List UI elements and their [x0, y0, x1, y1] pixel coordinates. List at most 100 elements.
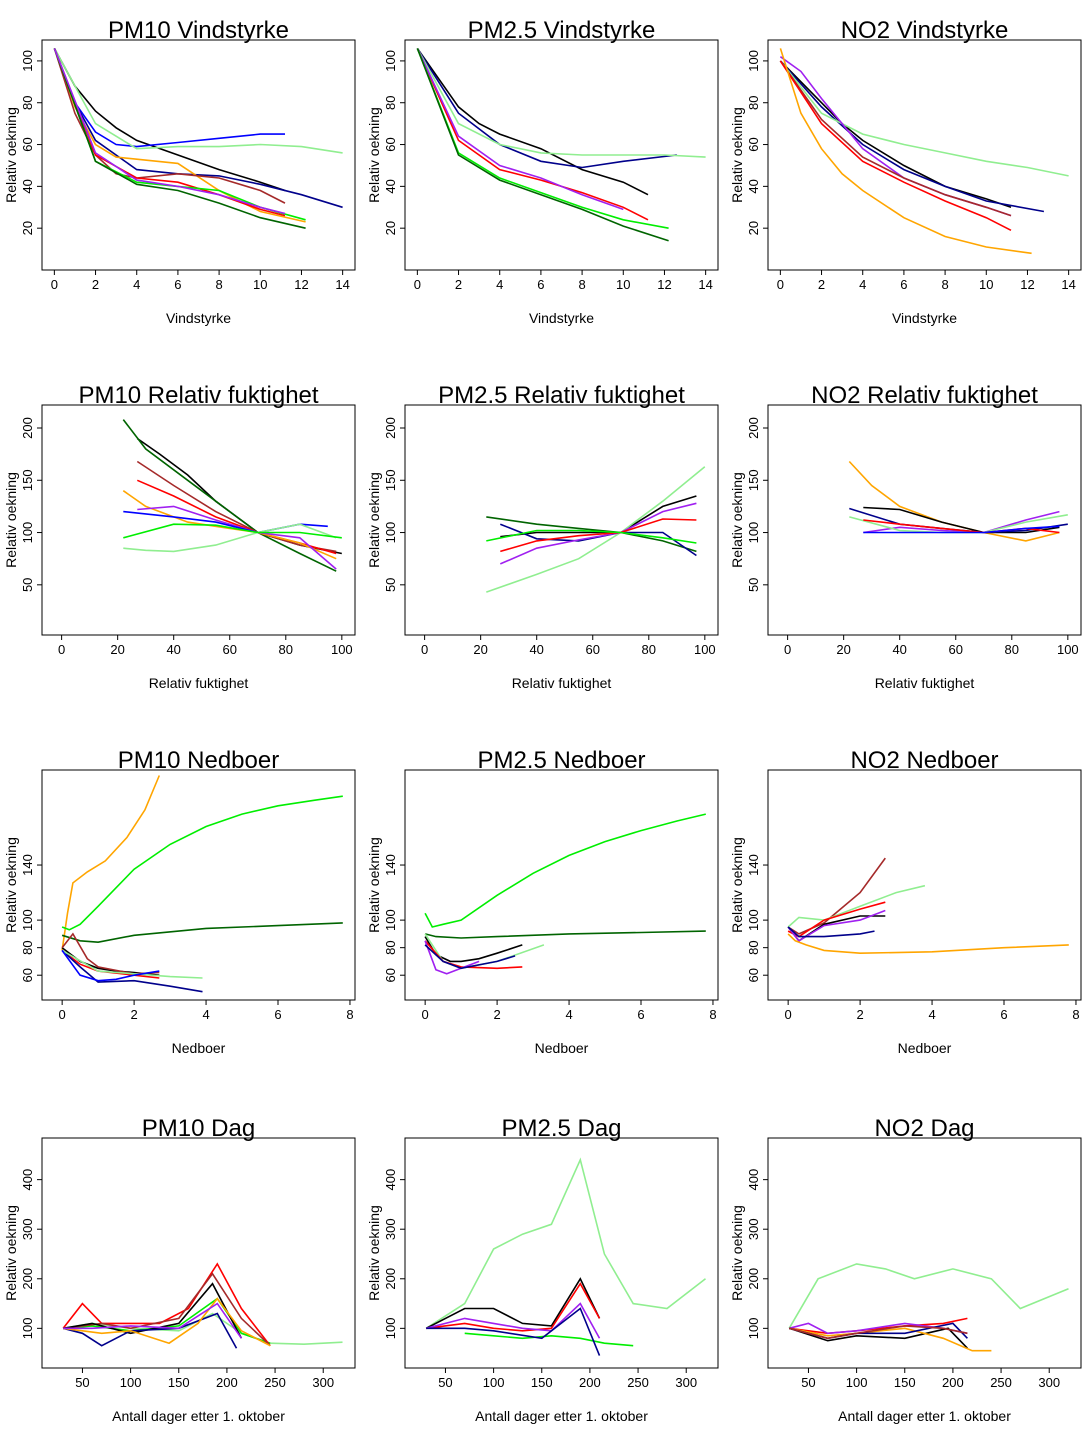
data-line	[789, 1317, 968, 1335]
data-line	[416, 47, 677, 169]
y-tick-label: 20	[20, 221, 35, 235]
x-tick-label: 100	[1057, 642, 1079, 657]
plot-box	[41, 39, 356, 271]
x-tick-label: 0	[784, 642, 791, 657]
plot-box	[404, 769, 719, 1001]
x-tick-label: 4	[859, 277, 866, 292]
panel: 0 2 4 6 8 10 12 14 20 40 60 80 100 PM2.5 Vindstyrke Vi…	[366, 17, 719, 326]
y-tick-label: 60	[746, 968, 761, 982]
x-tick-label: 6	[174, 277, 181, 292]
y-axis-label: Relativ oekning	[729, 837, 745, 933]
data-line	[53, 48, 343, 209]
data-line	[61, 949, 203, 993]
y-tick-label: 60	[383, 137, 398, 151]
chart-title: NO2 Nedboer	[850, 747, 998, 774]
x-tick-label: 14	[1061, 277, 1075, 292]
data-line	[62, 1312, 238, 1349]
data-line	[486, 466, 706, 593]
data-line	[486, 516, 697, 553]
x-tick-label: 250	[627, 1375, 649, 1390]
lines	[848, 460, 1068, 542]
y-tick-label: 40	[20, 179, 35, 193]
x-tick-label: 0	[51, 277, 58, 292]
y-tick-label: 50	[383, 578, 398, 592]
x-tick-label: 200	[942, 1375, 964, 1390]
y-axis-label: Relativ oekning	[729, 472, 745, 568]
x-tick-label: 60	[223, 642, 237, 657]
y-axis-label: Relativ oekning	[729, 107, 745, 203]
y-tick-label: 100	[383, 1317, 398, 1339]
x-tick-label: 8	[215, 277, 222, 292]
x-axis-label: Vindstyrke	[892, 310, 957, 326]
y-tick-label: 40	[383, 179, 398, 193]
x-tick-label: 8	[578, 277, 585, 292]
chart-title: NO2 Relativ fuktighet	[811, 382, 1038, 409]
data-line	[63, 1302, 243, 1339]
panel: 50 100 150 200 250 300 100 200 300 400 PM10 Dag Ant…	[3, 1115, 356, 1424]
chart-title: NO2 Vindstyrke	[841, 17, 1009, 44]
data-line	[123, 523, 342, 539]
x-tick-label: 2	[493, 1007, 500, 1022]
x-axis-label: Nedboer	[535, 1040, 589, 1056]
panel: 0 20 40 60 80 100 50 100 150 200 PM10 Relativ fukt…	[3, 382, 356, 691]
data-line	[416, 48, 669, 242]
x-tick-label: 14	[698, 277, 712, 292]
x-tick-label: 300	[312, 1375, 334, 1390]
data-line	[137, 505, 337, 570]
panel: 50 100 150 200 250 300 100 200 300 400 PM2.5 Dag An…	[366, 1115, 719, 1424]
x-tick-label: 4	[133, 277, 140, 292]
data-line	[61, 795, 343, 931]
y-tick-label: 300	[383, 1218, 398, 1240]
y-tick-label: 200	[746, 1268, 761, 1290]
lines	[787, 857, 1069, 955]
plot-box	[404, 404, 719, 636]
x-tick-label: 80	[279, 642, 293, 657]
data-line	[123, 523, 337, 553]
lines	[122, 419, 342, 572]
x-axis-label: Nedboer	[172, 1040, 226, 1056]
y-tick-label: 100	[383, 50, 398, 72]
y-tick-label: 150	[383, 469, 398, 491]
y-axis-label: Relativ oekning	[366, 107, 382, 203]
x-tick-label: 12	[657, 277, 671, 292]
y-tick-label: 200	[383, 417, 398, 439]
y-tick-label: 100	[746, 909, 761, 931]
y-tick-label: 50	[20, 578, 35, 592]
plot-box	[404, 1137, 719, 1369]
x-tick-label: 100	[483, 1375, 505, 1390]
lines	[53, 48, 343, 229]
data-line	[486, 529, 697, 544]
x-tick-label: 0	[422, 1007, 429, 1022]
x-axis-label: Antall dager etter 1. oktober	[838, 1408, 1011, 1424]
data-line	[53, 48, 286, 215]
x-tick-label: 50	[438, 1375, 452, 1390]
lines	[62, 1262, 343, 1349]
plot-box	[767, 39, 1082, 271]
x-tick-label: 60	[586, 642, 600, 657]
data-line	[63, 1297, 271, 1347]
panel: 50 100 150 200 250 300 100 200 300 400 NO2 Dag Anta…	[729, 1115, 1082, 1424]
y-tick-label: 150	[20, 469, 35, 491]
panel: 0 2 4 6 8 10 12 14 20 40 60 80 100 NO2 Vindstyrke Vind…	[729, 17, 1082, 326]
x-tick-label: 2	[455, 277, 462, 292]
y-tick-label: 400	[746, 1169, 761, 1191]
y-tick-label: 40	[746, 179, 761, 193]
x-tick-label: 0	[414, 277, 421, 292]
x-tick-label: 10	[616, 277, 630, 292]
y-tick-label: 200	[746, 417, 761, 439]
x-tick-label: 0	[421, 642, 428, 657]
data-line	[61, 922, 343, 944]
y-tick-label: 200	[20, 417, 35, 439]
x-tick-label: 6	[537, 277, 544, 292]
x-tick-label: 250	[264, 1375, 286, 1390]
y-tick-label: 80	[383, 95, 398, 109]
x-tick-label: 6	[637, 1007, 644, 1022]
data-line	[789, 1327, 992, 1352]
x-tick-label: 2	[856, 1007, 863, 1022]
x-tick-label: 200	[216, 1375, 238, 1390]
y-tick-label: 80	[383, 940, 398, 954]
data-line	[53, 48, 306, 229]
x-tick-label: 8	[709, 1007, 716, 1022]
x-tick-label: 2	[130, 1007, 137, 1022]
